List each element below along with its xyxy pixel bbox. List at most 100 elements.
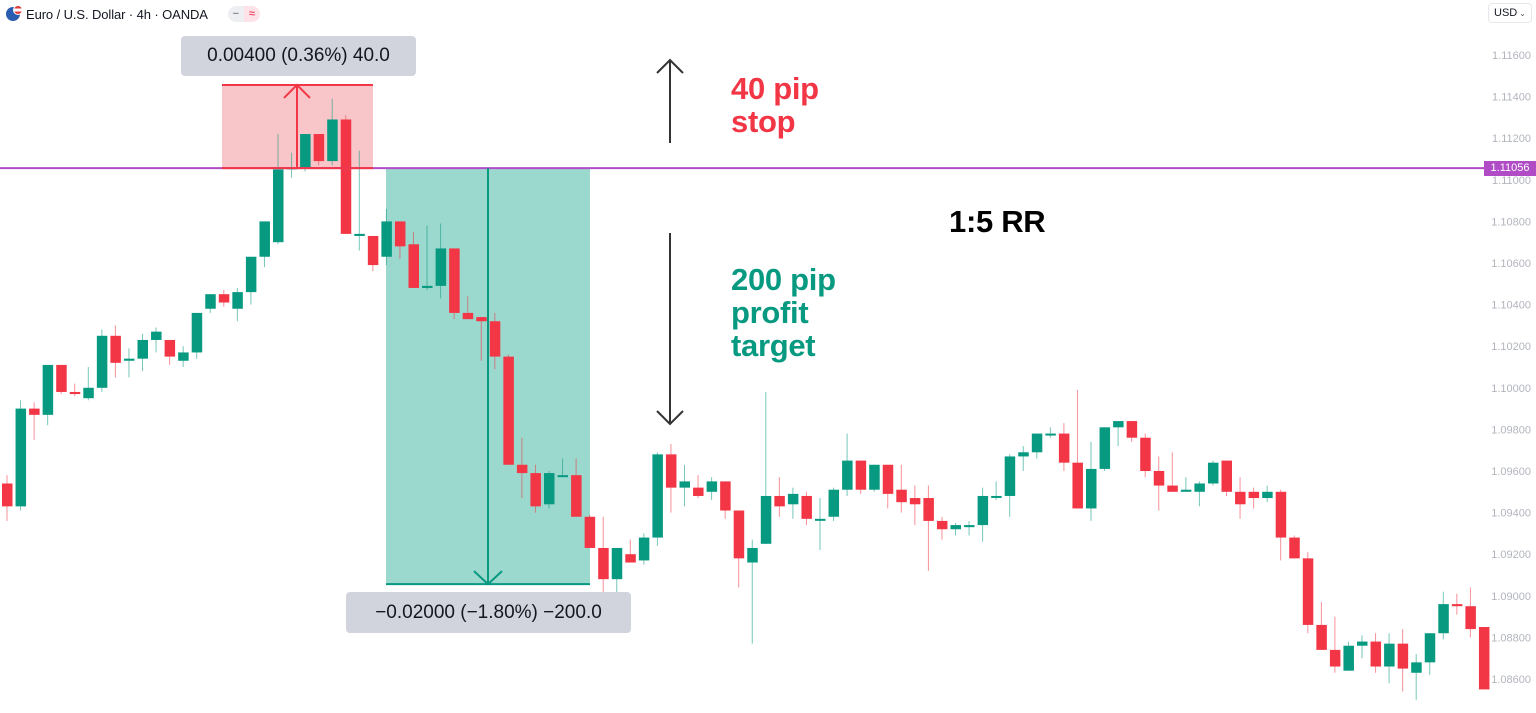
y-axis-tick: 1.08600 (1491, 674, 1531, 686)
candle-body (1031, 433, 1043, 453)
stop-measure-label: 0.00400 (0.36%) 40.0 (181, 36, 416, 76)
candle-body (1384, 643, 1395, 667)
candle-body (977, 495, 989, 526)
target-label-line1: 200 pip (731, 262, 836, 297)
candle-body (544, 473, 555, 505)
y-axis-tick: 1.11400 (1492, 92, 1531, 104)
candle-body (15, 408, 27, 507)
stop-label-line2: stop (731, 104, 796, 139)
minus-icon[interactable]: − (227, 6, 244, 22)
eur-usd-flag-icon (6, 5, 23, 21)
candle-body (1465, 606, 1476, 630)
candle-body (964, 525, 975, 528)
stop-label-line1: 40 pip (731, 71, 819, 106)
candle-body (842, 460, 853, 490)
currency-select[interactable]: USD ⌄ (1488, 3, 1532, 23)
target-annotation: 200 pip profit target (731, 263, 836, 362)
candle-body (164, 339, 176, 357)
target-measure-label: −0.02000 (−1.80%) −200.0 (346, 592, 631, 633)
candle-body (869, 464, 880, 490)
candle-body (923, 498, 934, 521)
candle-body (340, 119, 352, 234)
candle-body (1153, 471, 1165, 486)
candle-body (1004, 456, 1016, 496)
candle-body (1126, 421, 1138, 438)
candle-body (882, 464, 894, 494)
candle-body (638, 537, 650, 561)
candle-body (1207, 462, 1219, 484)
y-axis-tick: 1.10400 (1491, 300, 1531, 312)
candle-body (1357, 641, 1368, 646)
y-axis-tick: 1.10800 (1491, 216, 1531, 228)
candle-body (679, 481, 690, 488)
candle-body (787, 493, 799, 505)
candle-body (1424, 633, 1436, 663)
candle-body (1451, 604, 1463, 607)
candle-body (733, 510, 745, 559)
candle-body (435, 248, 447, 286)
candle-body (313, 134, 325, 162)
candle-body (300, 134, 311, 168)
candle-body (69, 391, 81, 395)
candle-body (1411, 662, 1422, 673)
candle-body (557, 475, 569, 478)
candle-body (1072, 462, 1083, 509)
candle-body (1235, 491, 1246, 505)
candle-body (1086, 468, 1097, 509)
candle-body (354, 233, 365, 236)
candle-body (449, 248, 460, 313)
target-label-line2: profit (731, 295, 809, 330)
candle-body (693, 487, 704, 496)
y-axis-tick: 1.08800 (1491, 632, 1531, 644)
candle-body (123, 358, 135, 361)
candle-body (1018, 452, 1029, 457)
y-axis-tick: 1.10600 (1491, 258, 1531, 270)
arrow-down-icon (473, 570, 503, 586)
arrow-up-icon (283, 83, 311, 99)
candle-body (1370, 641, 1382, 667)
candle-body (760, 495, 772, 544)
y-axis-tick: 1.09400 (1491, 508, 1531, 520)
y-axis-tick: 1.10200 (1491, 341, 1531, 353)
candle-body (950, 525, 961, 530)
candle-body (1397, 643, 1409, 669)
candle-body (516, 464, 528, 474)
candle-body (774, 495, 785, 507)
candle-body (828, 489, 840, 517)
candle-body (2, 483, 13, 507)
candle-body (489, 321, 501, 357)
candle-body (1329, 649, 1341, 667)
candle-body (1167, 485, 1178, 492)
candle-body (571, 475, 582, 517)
approx-icon[interactable]: ≈ (243, 6, 260, 22)
candle-body (706, 481, 718, 492)
candle-body (218, 294, 230, 303)
candle-body (1180, 489, 1192, 492)
candle-body (611, 547, 623, 580)
candle-body (1099, 427, 1111, 469)
candle-body (909, 498, 921, 505)
candle-body (720, 481, 731, 511)
candle-body (56, 364, 67, 392)
candle-body (178, 352, 189, 361)
chevron-down-icon: ⌄ (1519, 8, 1526, 18)
candle-body (327, 119, 338, 162)
candle-body (815, 518, 826, 521)
candle-body (1140, 437, 1151, 471)
symbol-title[interactable]: Euro / U.S. Dollar · 4h · OANDA (26, 6, 208, 22)
candle-body (896, 489, 907, 503)
candle-body (936, 520, 948, 530)
candle-body (652, 454, 663, 538)
candle-body (503, 356, 514, 465)
candle-body (259, 221, 270, 257)
candle-body (991, 495, 1002, 498)
candle-body (1113, 421, 1124, 428)
candle-body (1316, 624, 1327, 650)
candle-body (1248, 491, 1260, 499)
candle-body (83, 387, 94, 399)
currency-label: USD (1494, 7, 1518, 19)
target-label-line3: target (731, 328, 816, 363)
candle-body (747, 547, 758, 563)
candle-body (625, 554, 636, 563)
